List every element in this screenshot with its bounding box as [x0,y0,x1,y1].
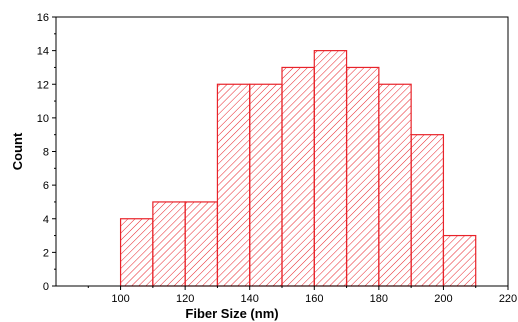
histogram-bar-100-110 [119,218,154,287]
y-tick-label: 2 [43,247,49,259]
y-axis-ticks: 0 2 4 6 8 10 12 14 16 [37,12,56,293]
histogram-bar-180-190 [378,83,412,287]
bars-group [119,50,477,287]
x-tick-label: 140 [241,293,259,305]
y-tick-label: 8 [43,147,49,159]
histogram-bar-120-130 [184,201,219,287]
histogram-bar-110-120 [152,201,186,287]
y-tick-label: 6 [43,180,49,192]
histogram-bar-170-180 [345,66,380,287]
histogram-bar-140-150 [249,83,283,287]
y-tick-label: 10 [37,113,49,125]
histogram-bar-160-170 [313,50,348,287]
x-tick-label: 100 [111,293,129,305]
x-tick-label: 120 [176,293,194,305]
y-tick-label: 14 [37,46,49,58]
histogram-bar-150-160 [281,66,315,287]
y-tick-label: 0 [43,281,49,293]
x-axis-label: Fiber Size (nm) [185,306,278,321]
x-tick-label: 200 [434,293,452,305]
x-axis-ticks: 100 120 140 160 180 200 220 [87,286,517,305]
x-tick-label: 160 [305,293,323,305]
x-tick-label: 180 [370,293,388,305]
histogram-bar-130-140 [216,83,251,287]
y-tick-label: 16 [37,12,49,24]
y-tick-label: 12 [37,79,49,91]
y-tick-label: 4 [43,214,49,226]
histogram-bar-200-210 [442,234,477,287]
y-axis-label: Count [10,132,25,170]
histogram-bar-190-200 [410,134,445,287]
x-tick-label: 220 [499,293,517,305]
